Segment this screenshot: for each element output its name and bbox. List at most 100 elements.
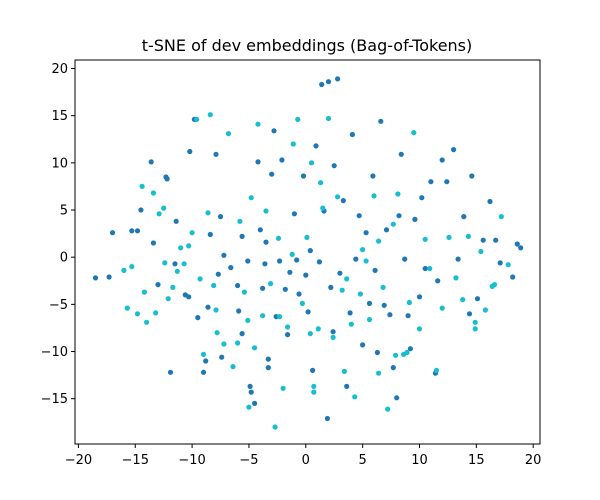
scatter-point: [374, 349, 380, 356]
scatter-point: [510, 274, 516, 280]
scatter-point: [390, 365, 396, 371]
scatter-point: [366, 300, 373, 306]
scatter-point: [493, 237, 499, 243]
scatter-point: [398, 151, 404, 157]
scatter-point: [311, 383, 317, 389]
scatter-point: [316, 259, 322, 265]
ticks-layer: −20 −15 −10 −5 0 5 10 15 20 −15 −10 −5 0 5 10 15 20: [41, 62, 542, 468]
scatter-point: [416, 326, 423, 332]
points-layer: [92, 76, 524, 430]
scatter-point: [271, 128, 277, 134]
scatter-point: [339, 287, 345, 293]
scatter-point: [497, 260, 503, 266]
scatter-point: [255, 159, 261, 165]
scatter-point: [385, 406, 391, 412]
scatter-point: [407, 346, 413, 352]
scatter-point: [319, 81, 325, 88]
chart-title: t-SNE of dev embeddings (Bag-of-Tokens): [142, 36, 473, 55]
scatter-point: [444, 179, 450, 185]
scatter-point: [394, 395, 400, 401]
scatter-point: [331, 163, 337, 169]
scatter-point: [422, 265, 428, 272]
scatter-point: [469, 173, 475, 179]
scatter-point: [311, 389, 317, 395]
scatter-point: [194, 116, 200, 122]
scatter-point: [318, 180, 324, 186]
scatter-point: [451, 147, 457, 153]
scatter-point: [200, 351, 207, 357]
scatter-point: [387, 312, 393, 318]
scatter-point: [203, 358, 209, 364]
scatter-point: [282, 286, 288, 292]
scatter-point: [330, 334, 336, 340]
scatter-point: [514, 241, 520, 247]
scatter-point: [221, 252, 227, 258]
scatter-point: [275, 235, 282, 241]
scatter-point: [325, 79, 332, 85]
y-tick-label: 0: [60, 251, 68, 266]
scatter-point: [285, 324, 291, 330]
scatter-point: [173, 218, 179, 224]
scatter-point: [248, 389, 254, 395]
scatter-point: [313, 143, 319, 149]
y-tick-label: 10: [51, 156, 68, 171]
scatter-point: [161, 205, 167, 211]
scatter-point: [294, 257, 300, 263]
scatter-point: [162, 260, 168, 266]
x-tick-label: −5: [239, 453, 258, 468]
scatter-point: [248, 195, 254, 201]
scatter-point: [265, 356, 271, 362]
scatter-point: [405, 313, 411, 319]
scatter-point: [320, 205, 326, 211]
x-tick-label: −20: [65, 453, 92, 468]
scatter-point: [205, 304, 211, 310]
scatter-point: [92, 275, 99, 281]
scatter-point: [106, 274, 112, 280]
scatter-point: [325, 115, 332, 122]
scatter-point: [195, 315, 201, 321]
scatter-point: [239, 233, 245, 239]
scatter-point: [412, 216, 418, 222]
scatter-point: [189, 230, 195, 236]
scatter-point: [263, 239, 269, 245]
scatter-point: [453, 275, 459, 281]
scatter-point: [505, 262, 511, 268]
scatter-point: [478, 248, 484, 255]
scatter-point: [272, 424, 278, 430]
scatter-point: [181, 261, 187, 267]
scatter-point: [187, 148, 193, 155]
scatter-point: [381, 302, 387, 308]
scatter-point: [371, 193, 377, 199]
scatter-point: [148, 159, 154, 165]
scatter-point: [263, 208, 269, 214]
scatter-point: [289, 251, 295, 257]
x-tick-label: 15: [468, 453, 485, 468]
scatter-point: [328, 284, 334, 290]
scatter-point: [419, 195, 425, 201]
scatter-point: [396, 213, 402, 219]
scatter-point: [150, 240, 156, 246]
scatter-point: [225, 131, 232, 137]
scatter-point: [363, 230, 369, 236]
scatter-point: [307, 248, 313, 254]
scatter-point: [237, 218, 243, 224]
scatter-point: [236, 308, 242, 314]
y-tick-label: 20: [51, 62, 68, 77]
x-tick-label: −10: [178, 453, 205, 468]
scatter-point: [344, 276, 350, 282]
scatter-point: [461, 214, 467, 220]
scatter-point: [164, 176, 170, 182]
scatter-point: [245, 317, 251, 323]
scatter-point: [439, 305, 445, 311]
scatter-point: [257, 227, 263, 233]
scatter-point: [186, 243, 192, 249]
x-tick-label: 20: [525, 453, 542, 468]
scatter-point: [252, 345, 258, 351]
scatter-point: [129, 264, 135, 270]
scatter-point: [315, 326, 321, 332]
scatter-point: [260, 313, 266, 319]
x-tick-label: 10: [411, 453, 428, 468]
scatter-point: [213, 307, 219, 313]
y-tick-label: −5: [49, 298, 68, 313]
